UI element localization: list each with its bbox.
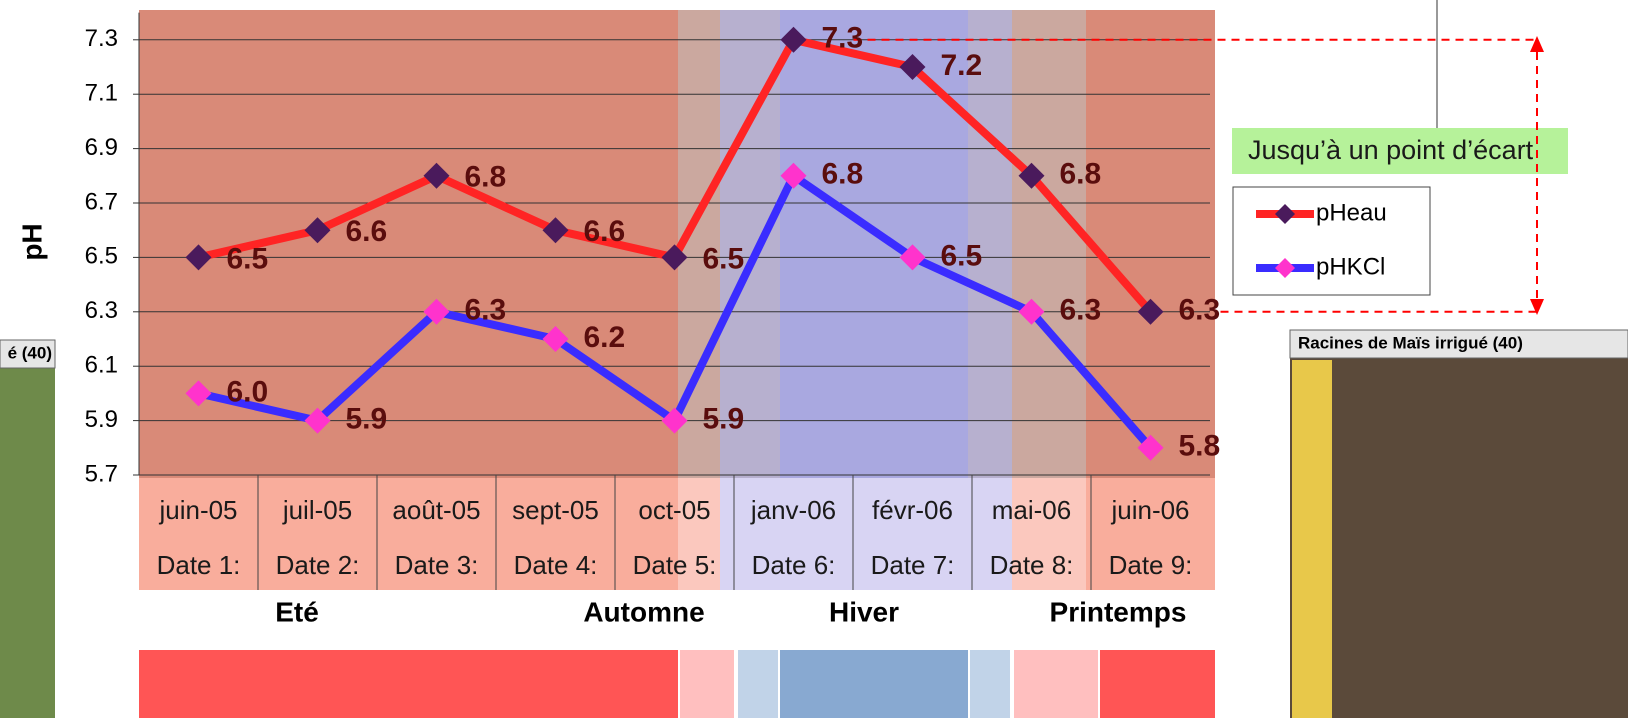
- x-tick-label: oct-05: [638, 495, 710, 525]
- date-label: Date 2:: [276, 550, 360, 580]
- ruler: [1292, 360, 1332, 718]
- y-tick-label: 6.7: [85, 188, 118, 215]
- value-label: 5.9: [346, 403, 388, 436]
- value-label: 6.8: [822, 158, 864, 191]
- x-tick-label: juil-05: [282, 495, 352, 525]
- bar-band: [738, 650, 778, 718]
- value-label: 6.0: [227, 375, 269, 408]
- date-label: Date 8:: [990, 550, 1074, 580]
- date-label: Date 7:: [871, 550, 955, 580]
- annotation: Jusqu’à un point d’écart: [1248, 135, 1534, 165]
- date-label: Date 3:: [395, 550, 479, 580]
- bar-band: [1014, 650, 1098, 718]
- value-label: 6.5: [227, 242, 269, 275]
- date-label: Date 9:: [1109, 550, 1193, 580]
- bar-band: [139, 650, 678, 718]
- date-label: Date 4:: [514, 550, 598, 580]
- value-label: 6.3: [465, 294, 507, 327]
- value-label: 6.3: [1179, 294, 1221, 327]
- bar-band: [780, 650, 968, 718]
- value-label: 6.3: [1060, 294, 1102, 327]
- value-label: 7.3: [822, 22, 864, 55]
- x-tick-label: mai-06: [992, 495, 1071, 525]
- x-tick-label: juin-05: [158, 495, 237, 525]
- season-label: Eté: [275, 596, 319, 627]
- date-label: Date 6:: [752, 550, 836, 580]
- x-tick-label: août-05: [392, 495, 480, 525]
- y-tick-label: 5.7: [85, 460, 118, 487]
- slide: é (40) Racines de Maïs irrigué (40) Eté …: [0, 0, 1628, 718]
- value-label: 6.5: [703, 242, 745, 275]
- y-tick-label: 6.5: [85, 243, 118, 270]
- x-tick-label: févr-06: [872, 495, 953, 525]
- value-label: 7.2: [941, 49, 983, 82]
- season-label: Printemps: [1050, 596, 1187, 627]
- y-axis-label: pH: [16, 223, 47, 260]
- value-label: 6.8: [1060, 158, 1102, 191]
- value-label: 6.5: [941, 239, 983, 272]
- right-caption: Racines de Maïs irrigué (40): [1298, 333, 1523, 352]
- bar-band: [970, 650, 1010, 718]
- season-label: Automne: [583, 596, 704, 627]
- y-tick-label: 6.3: [85, 297, 118, 324]
- arrow-head: [1530, 36, 1544, 52]
- bar-band: [1100, 650, 1215, 718]
- date-label: Date 1:: [157, 550, 241, 580]
- value-label: 5.9: [703, 403, 745, 436]
- x-tick-label: sept-05: [512, 495, 599, 525]
- left-caption: é (40): [8, 343, 52, 362]
- value-label: 6.6: [584, 215, 626, 248]
- y-tick-label: 5.9: [85, 406, 118, 433]
- value-label: 5.8: [1179, 430, 1221, 463]
- value-label: 6.2: [584, 321, 626, 354]
- y-tick-label: 7.3: [85, 25, 118, 52]
- right-photo: [1290, 358, 1628, 718]
- value-label: 6.8: [465, 161, 507, 194]
- legend-label: pHeau: [1316, 199, 1387, 226]
- value-label: 6.6: [346, 215, 388, 248]
- x-tick-label: juin-06: [1110, 495, 1189, 525]
- y-tick-label: 6.1: [85, 352, 118, 379]
- date-label: Date 5:: [633, 550, 717, 580]
- legend-label: pHKCl: [1316, 253, 1385, 280]
- season-label: Hiver: [829, 596, 899, 627]
- x-tick-label: janv-06: [750, 495, 836, 525]
- bar-band: [680, 650, 734, 718]
- y-tick-label: 7.1: [85, 80, 118, 107]
- left-photo: [0, 368, 55, 718]
- y-tick-label: 6.9: [85, 134, 118, 161]
